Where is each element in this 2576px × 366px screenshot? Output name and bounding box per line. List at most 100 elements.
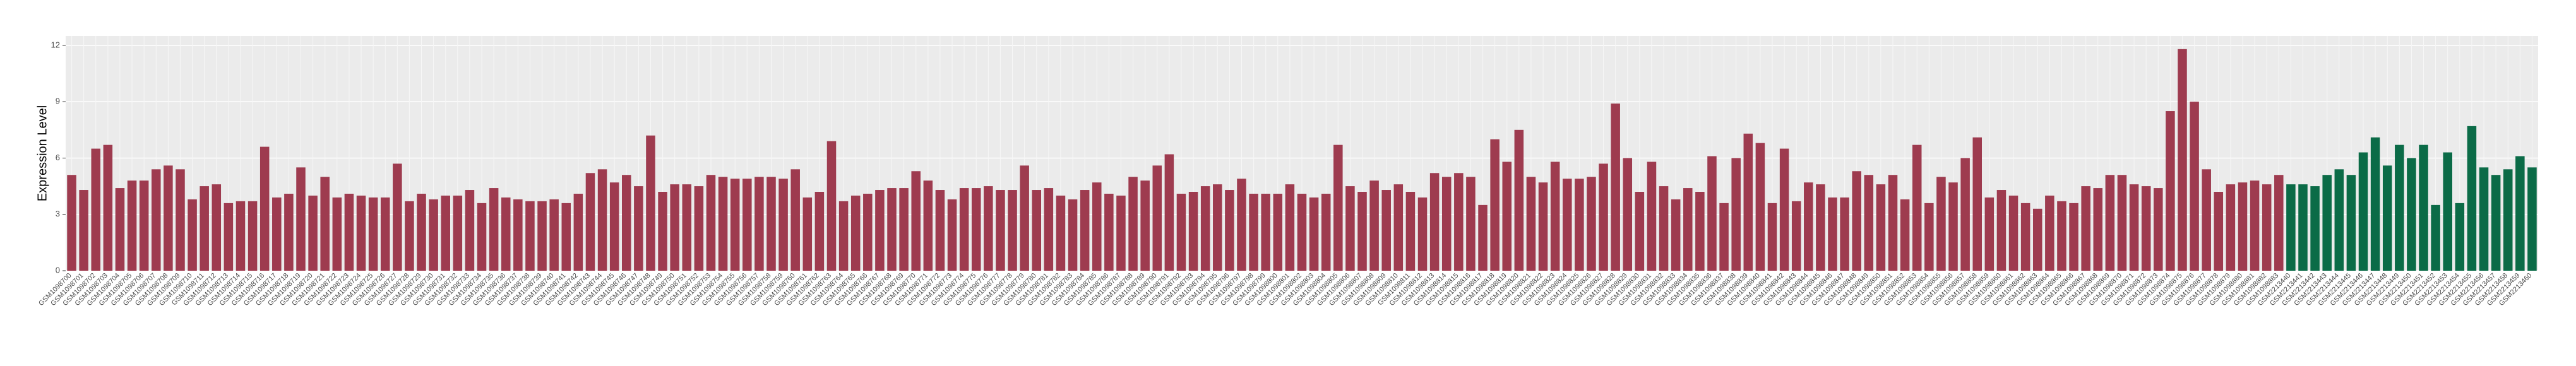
- bar: [1755, 143, 1765, 271]
- bar: [513, 199, 523, 271]
- bar: [1804, 182, 1813, 271]
- bar: [1683, 188, 1693, 271]
- bar: [2008, 195, 2018, 271]
- bar: [1587, 177, 1596, 271]
- bar: [1454, 173, 1464, 271]
- bar: [1381, 190, 1391, 271]
- bar: [1695, 192, 1705, 271]
- bar: [959, 188, 969, 271]
- bar: [1056, 195, 1066, 271]
- bar: [2346, 175, 2356, 271]
- bar: [1731, 158, 1741, 271]
- bar: [2020, 203, 2030, 271]
- bar: [1659, 186, 1669, 271]
- bar: [802, 197, 813, 271]
- bar: [658, 192, 667, 271]
- bar: [1575, 179, 1584, 271]
- bar: [1888, 175, 1898, 271]
- bar: [2141, 186, 2151, 271]
- bar: [2419, 145, 2428, 271]
- bar: [682, 184, 692, 271]
- bar: [356, 195, 366, 271]
- bar: [1188, 192, 1198, 271]
- bar: [2467, 126, 2477, 271]
- bar: [2370, 137, 2380, 271]
- bar: [91, 148, 101, 271]
- bar: [1514, 129, 1524, 271]
- bar: [1297, 193, 1307, 271]
- bar: [838, 201, 849, 271]
- bar: [1502, 162, 1512, 271]
- bar: [2202, 169, 2211, 271]
- bar: [622, 175, 631, 271]
- y-tick-label: 0: [56, 265, 60, 274]
- bar: [1936, 177, 1946, 271]
- bar: [212, 184, 222, 271]
- bar: [272, 197, 282, 271]
- bar: [296, 167, 306, 271]
- bar: [1285, 184, 1295, 271]
- bar: [766, 177, 776, 271]
- bar: [429, 199, 438, 271]
- bar: [1611, 103, 1620, 271]
- bar: [2395, 145, 2404, 271]
- bar: [1562, 179, 1572, 271]
- bar: [1104, 193, 1114, 271]
- bar: [899, 188, 909, 271]
- bar: [984, 186, 993, 271]
- bar: [332, 197, 342, 271]
- bar: [1164, 154, 1174, 271]
- bar: [1912, 145, 1922, 271]
- bar: [2117, 175, 2127, 271]
- bar: [405, 201, 414, 271]
- bar: [1828, 197, 1837, 271]
- bar: [1309, 197, 1319, 271]
- bar: [670, 184, 679, 271]
- bar: [1538, 182, 1548, 271]
- bar: [2032, 208, 2042, 271]
- bar: [1816, 184, 1825, 271]
- bar: [2238, 182, 2248, 271]
- bar: [875, 190, 885, 271]
- bar: [79, 190, 88, 271]
- bar: [2298, 184, 2308, 271]
- bar: [1393, 184, 1404, 271]
- y-tick-label: 6: [56, 153, 60, 162]
- bar: [393, 163, 402, 271]
- bar: [1767, 203, 1777, 271]
- bar: [2129, 184, 2139, 271]
- bar: [1924, 203, 1934, 271]
- bar: [368, 197, 378, 271]
- bar: [1273, 193, 1283, 271]
- bar: [1550, 162, 1560, 271]
- bar: [1864, 175, 1874, 271]
- bar: [453, 195, 463, 271]
- bar: [176, 169, 185, 271]
- bar: [1876, 184, 1886, 271]
- bar: [585, 173, 595, 271]
- bar: [380, 197, 390, 271]
- bar: [139, 180, 149, 271]
- bar: [1719, 203, 1729, 271]
- bar: [911, 171, 921, 271]
- bar: [573, 193, 583, 271]
- bar: [1225, 190, 1234, 271]
- bar: [489, 188, 499, 271]
- bar: [537, 201, 547, 271]
- bar: [2479, 167, 2489, 271]
- bar: [2081, 186, 2090, 271]
- bar: [863, 193, 873, 271]
- bar: [1176, 193, 1186, 271]
- bar: [935, 190, 945, 271]
- bar: [1840, 197, 1849, 271]
- bar: [103, 145, 113, 271]
- bar: [2057, 201, 2066, 271]
- bar: [1707, 156, 1717, 271]
- bar: [115, 188, 125, 271]
- bar: [2069, 203, 2078, 271]
- bar: [1984, 197, 1995, 271]
- bar: [1478, 204, 1488, 271]
- bar: [2226, 184, 2236, 271]
- bar: [1140, 180, 1150, 271]
